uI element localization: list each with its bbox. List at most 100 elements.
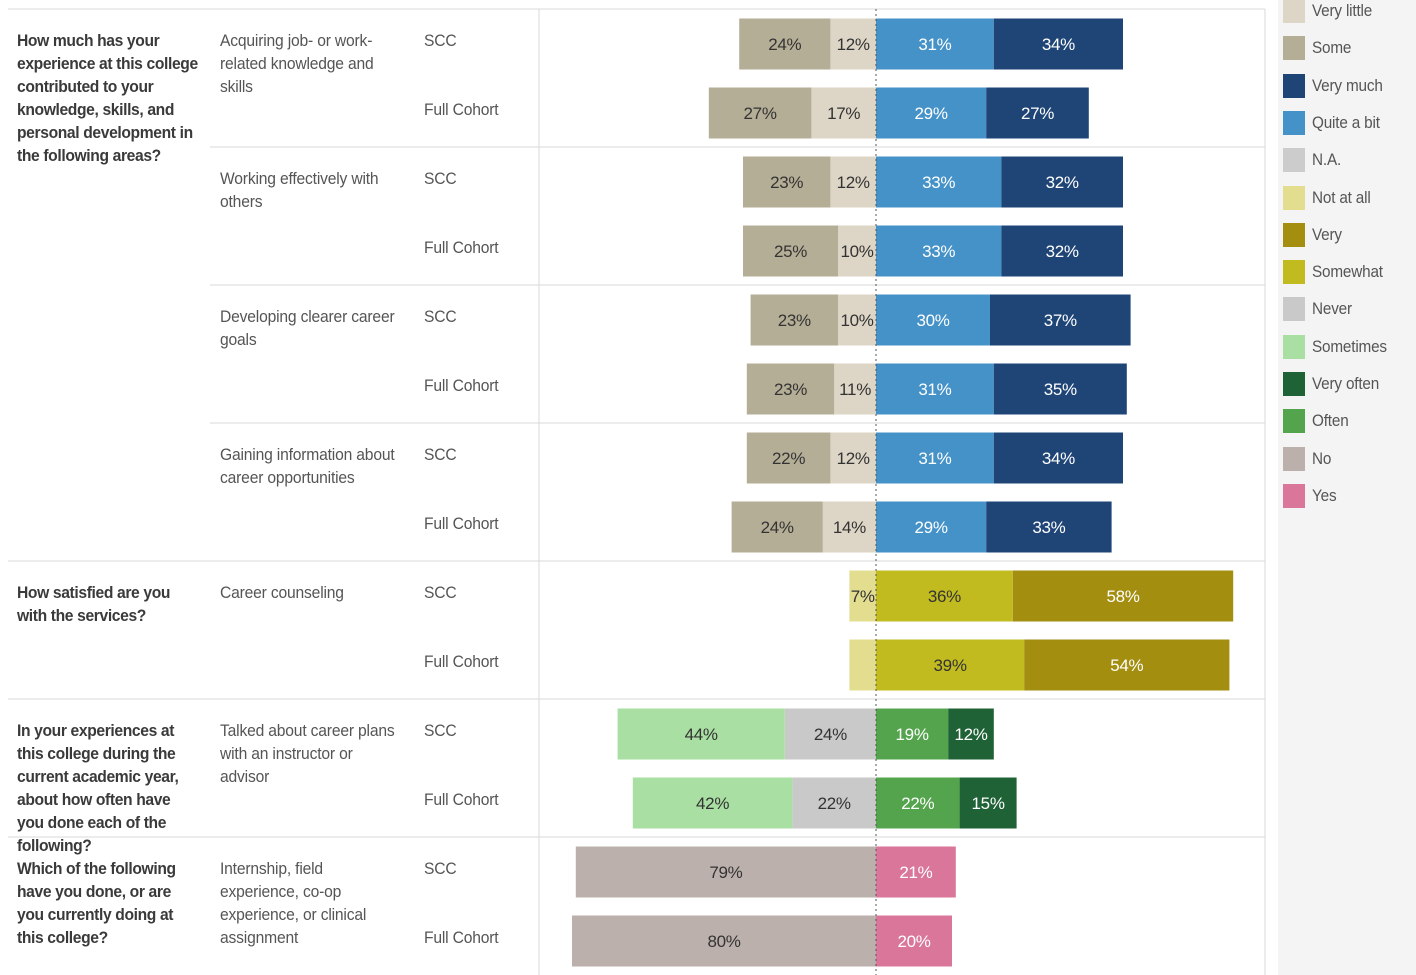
question-text: How satisfied are you with the services? (17, 583, 171, 625)
data-label: 58% (1106, 587, 1139, 606)
group-label: SCC (424, 445, 457, 464)
legend-swatch (1283, 260, 1305, 285)
data-label: 20% (897, 932, 930, 951)
data-label: 42% (696, 794, 729, 813)
bar-very-little (830, 156, 876, 208)
bar-some (750, 294, 838, 346)
data-label: 80% (707, 932, 740, 951)
bar-quite-a-bit (876, 87, 987, 139)
bar-not-at-all (849, 639, 876, 691)
bar-some (746, 432, 831, 484)
legend-label: Very much (1312, 75, 1383, 95)
data-label: 22% (818, 794, 851, 813)
bar-often (876, 777, 960, 829)
bar-very-much (990, 294, 1131, 346)
bar-often (876, 708, 949, 760)
group-label: SCC (424, 859, 457, 878)
legend-swatch (1283, 334, 1305, 359)
data-label: 29% (915, 104, 948, 123)
legend-label: Often (1312, 411, 1349, 431)
data-label: 39% (934, 656, 967, 675)
bar-very-little (811, 87, 876, 139)
data-label: 33% (1032, 518, 1065, 537)
bar-quite-a-bit (876, 18, 994, 70)
data-label: 21% (899, 863, 932, 882)
legend-label: Quite a bit (1312, 112, 1380, 132)
data-label: 24% (768, 35, 801, 54)
item-label: Career counseling (220, 583, 344, 602)
bar-quite-a-bit (876, 432, 994, 484)
bar-no (575, 846, 876, 898)
bar-never (792, 777, 876, 829)
group-label: SCC (424, 169, 457, 188)
question-text: In your experiences at this college duri… (17, 721, 179, 855)
legend-swatch (1283, 483, 1305, 508)
bar-very-often (948, 708, 994, 760)
bar-very-little (830, 432, 876, 484)
legend-label: N.A. (1312, 150, 1342, 170)
legend-swatch (1283, 148, 1305, 173)
legend-swatch (1283, 297, 1305, 322)
item-label: Gaining information about career opportu… (220, 445, 395, 487)
data-label: 33% (922, 173, 955, 192)
data-label: 27% (744, 104, 777, 123)
bar-yes (876, 915, 952, 967)
data-label: 12% (837, 449, 870, 468)
data-label: 11% (839, 380, 871, 399)
group-label: SCC (424, 583, 457, 602)
bar-very-much (986, 87, 1089, 139)
item-label: Developing clearer career goals (220, 307, 395, 349)
bar-somewhat (876, 639, 1025, 691)
data-label: 10% (840, 242, 873, 261)
data-label: 15% (972, 794, 1005, 813)
bar-very-little (838, 294, 876, 346)
group-label: Full Cohort (424, 238, 499, 257)
group-label: Full Cohort (424, 100, 499, 119)
bar-very-much (1001, 225, 1123, 277)
group-label: SCC (424, 307, 457, 326)
legend-label: Very little (1312, 1, 1373, 20)
bar-quite-a-bit (876, 225, 1002, 277)
bar-sometimes (632, 777, 793, 829)
bar-very-little (830, 18, 876, 70)
data-label: 25% (774, 242, 807, 261)
bar-very (1024, 639, 1230, 691)
data-label: 12% (837, 35, 870, 54)
data-label: 23% (774, 380, 807, 399)
data-label: 79% (709, 863, 742, 882)
question-text: Which of the following have you done, or… (17, 859, 176, 947)
legend-label: Not at all (1312, 187, 1371, 207)
data-label: 23% (778, 311, 811, 330)
bar-yes (876, 846, 956, 898)
item-label: Working effectively with others (220, 169, 379, 211)
diverging-bar-chart: 12% 24% 31% 34% 17% 27% 29% 27% 12% 23% 33% 32% 10% 2… (8, 8, 1266, 975)
data-label: 34% (1042, 35, 1075, 54)
bar-quite-a-bit (876, 156, 1002, 208)
legend-label: Some (1312, 38, 1352, 58)
data-label: 32% (1046, 242, 1079, 261)
bar-very-much (1001, 156, 1123, 208)
legend-label: Somewhat (1312, 262, 1383, 282)
group-label: Full Cohort (424, 928, 499, 947)
data-label: 22% (772, 449, 805, 468)
bar-somewhat (876, 570, 1013, 622)
legend-swatch (1283, 185, 1305, 210)
data-label: 24% (761, 518, 794, 537)
legend-label: Very (1312, 224, 1342, 244)
bar-some (743, 156, 831, 208)
bar-very-little (822, 501, 876, 553)
bar-quite-a-bit (876, 363, 994, 415)
data-label: 27% (1021, 104, 1054, 123)
data-label: 10% (840, 311, 873, 330)
data-label: 14% (833, 518, 866, 537)
bar-very-much (993, 432, 1123, 484)
legend-swatch (1283, 372, 1305, 396)
data-label: 19% (896, 725, 929, 744)
bar-quite-a-bit (876, 501, 987, 553)
item-label: Internship, field experience, co-op expe… (220, 859, 367, 947)
legend-swatch (1283, 0, 1305, 23)
bar-never (784, 708, 876, 760)
data-label: 29% (915, 518, 948, 537)
data-label: 22% (901, 794, 934, 813)
data-label: 17% (827, 104, 860, 123)
